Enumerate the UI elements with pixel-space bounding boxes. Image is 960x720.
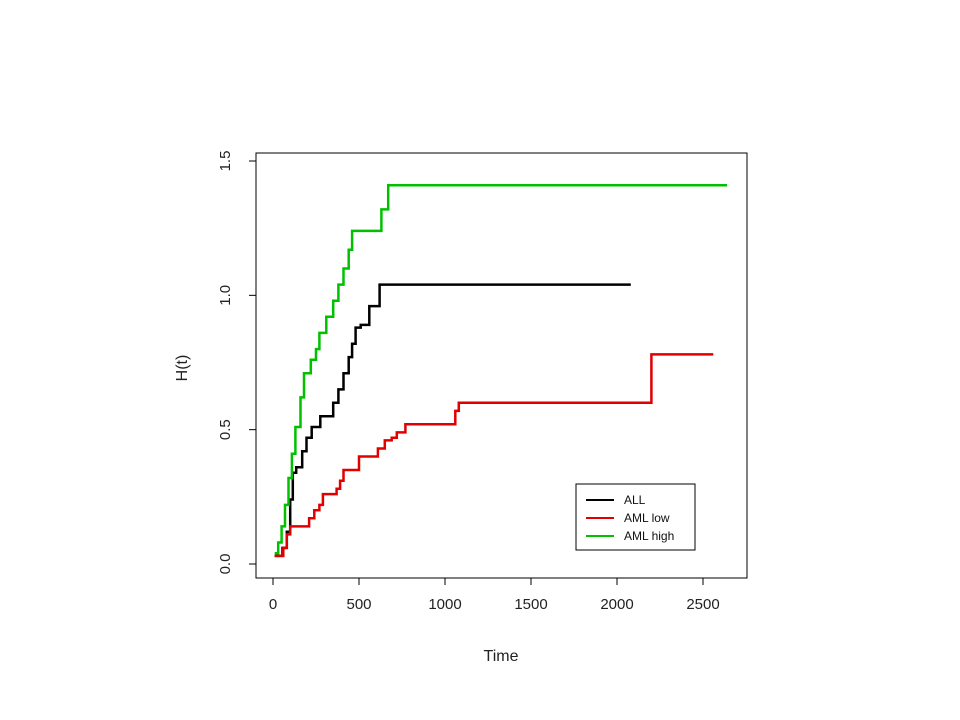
x-axis: 0 500 1000 1500 2000 2500 xyxy=(269,577,720,613)
series-layer xyxy=(274,183,728,558)
legend-label-aml-high: AML high xyxy=(624,529,674,543)
x-axis-title: Time xyxy=(484,648,519,665)
series-line-all xyxy=(274,283,631,558)
y-tick-label: 1.5 xyxy=(217,151,234,172)
series-line-aml-low xyxy=(274,353,714,558)
x-tick-label: 1500 xyxy=(514,596,547,613)
x-tick-label: 0 xyxy=(269,596,277,613)
legend-label-all: ALL xyxy=(624,493,646,507)
legend-label-aml-low: AML low xyxy=(624,511,670,525)
x-tick-label: 500 xyxy=(346,596,371,613)
x-tick-label: 2500 xyxy=(686,596,719,613)
series-line-aml-high xyxy=(274,183,728,555)
y-axis-title: H(t) xyxy=(174,355,191,382)
y-axis: 0.0 0.5 1.0 1.5 xyxy=(217,151,257,575)
y-tick-label: 0.0 xyxy=(217,554,234,575)
x-tick-label: 1000 xyxy=(428,596,461,613)
legend: ALL AML low AML high xyxy=(575,483,696,551)
x-tick-label: 2000 xyxy=(600,596,633,613)
y-tick-label: 1.0 xyxy=(217,285,234,306)
y-tick-label: 0.5 xyxy=(217,419,234,440)
